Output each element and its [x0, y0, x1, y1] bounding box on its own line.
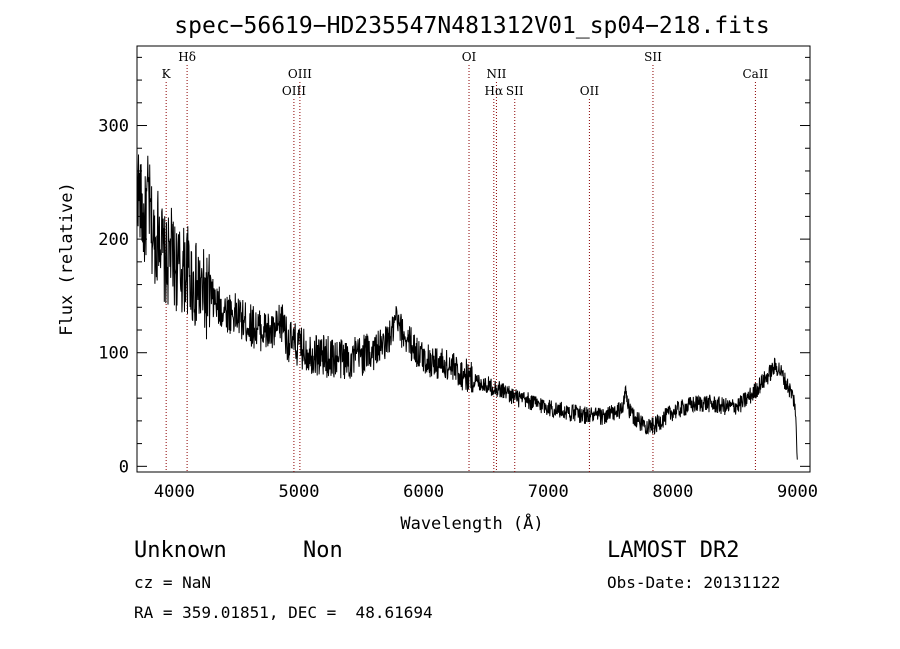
axes: 4000 5000 6000 7000 8000 9000 0 100 200 300 [98, 56, 818, 502]
marker-label: OI [462, 50, 477, 64]
marker-label: CaII [742, 67, 768, 81]
y-tick-label: 100 [98, 344, 129, 364]
marker-label: SII [644, 50, 662, 64]
marker-label: NII [486, 67, 506, 81]
redshift-value: cz = NaN [134, 573, 212, 592]
object-type: Unknown [134, 538, 227, 563]
x-tick-label: 4000 [154, 482, 195, 502]
x-axis-label: Wavelength (Å) [400, 512, 543, 534]
marker-label: SII [506, 84, 524, 98]
marker-label: OIII [282, 84, 306, 98]
survey-name: LAMOST DR2 [607, 538, 740, 563]
coordinates: RA = 359.01851, DEC = 48.61694 [134, 603, 433, 622]
y-tick-label: 200 [98, 230, 129, 250]
y-axis-label: Flux (relative) [57, 182, 77, 336]
observation-date: Obs-Date: 20131122 [607, 573, 781, 592]
x-tick-label: 9000 [777, 482, 818, 502]
y-tick-label: 300 [98, 117, 129, 137]
x-tick-label: 7000 [528, 482, 569, 502]
object-class: Non [303, 538, 343, 563]
marker-label: Hα [485, 84, 504, 98]
y-tick-label: 0 [119, 457, 129, 477]
chart-title: spec−56619−HD235547N481312V01_sp04−218.f… [174, 13, 769, 39]
spectrum-line [136, 154, 798, 460]
x-tick-label: 6000 [403, 482, 444, 502]
spectrum-series [136, 154, 798, 460]
x-tick-label: 8000 [652, 482, 693, 502]
marker-label: Hδ [178, 50, 196, 64]
marker-label: OII [580, 84, 600, 98]
x-tick-label: 5000 [279, 482, 320, 502]
marker-label: K [162, 67, 172, 81]
plot-frame [136, 45, 811, 473]
marker-label: OIII [288, 67, 312, 81]
